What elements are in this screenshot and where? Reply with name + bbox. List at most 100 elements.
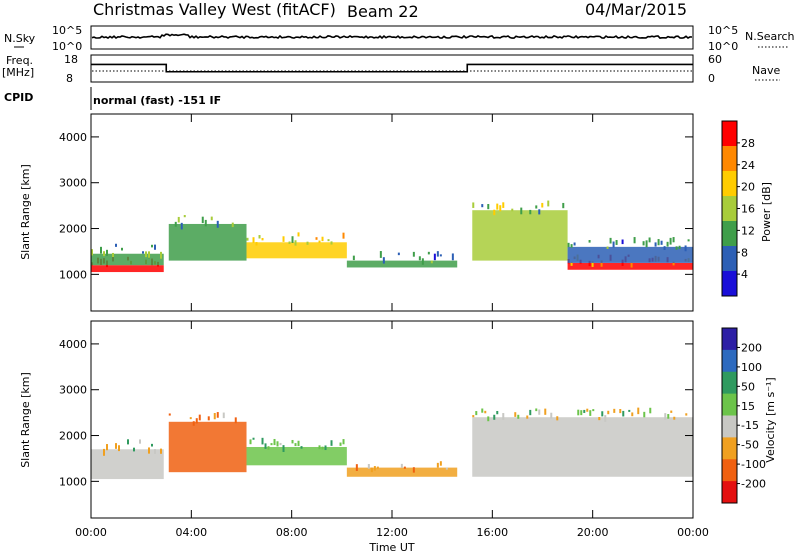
power-cell xyxy=(481,204,484,208)
power-cell xyxy=(427,251,430,255)
velocity-colorbar-tick-label: 50 xyxy=(741,380,755,393)
power-cell xyxy=(177,216,180,223)
y-tick-label: 4000 xyxy=(59,131,87,144)
power-cell xyxy=(433,253,436,261)
velocity-colorbar-tick-label: 100 xyxy=(741,361,762,374)
power-cell xyxy=(529,209,532,215)
y-tick-label: 3000 xyxy=(59,177,87,190)
power-cell xyxy=(294,240,297,246)
power-colorbar-swatch xyxy=(722,171,737,197)
power-cell xyxy=(201,216,204,224)
velocity-cell xyxy=(192,421,195,426)
velocity-cell xyxy=(127,439,129,445)
velocity-cell xyxy=(550,412,553,419)
power-cell xyxy=(297,232,300,237)
x-axis-ticks: 00:00 04:00 08:00 12:00 16:00 20:00 00:00 xyxy=(75,114,709,539)
velocity-cell xyxy=(324,445,327,451)
velocity-cell xyxy=(148,447,150,454)
power-cell xyxy=(379,251,382,258)
power-band-4 xyxy=(346,260,458,268)
power-cell xyxy=(183,215,186,218)
power-cell xyxy=(151,244,153,248)
power-cell xyxy=(91,249,93,256)
x-tick-label: 08:00 xyxy=(276,526,308,539)
power-band-5 xyxy=(472,210,568,261)
power-colorbar-tick-label: 20 xyxy=(741,181,755,194)
velocity-cell xyxy=(496,410,499,415)
power-cell xyxy=(142,251,144,254)
velocity-cell xyxy=(273,438,276,446)
power-cell xyxy=(654,242,657,247)
power-cell xyxy=(573,242,576,246)
power-cell xyxy=(570,244,573,248)
power-cell xyxy=(502,202,505,208)
power-cell xyxy=(499,205,502,212)
power-cell xyxy=(255,242,258,246)
freq-label-line1: Freq. xyxy=(6,54,33,67)
power-cell xyxy=(684,245,687,252)
power-cell xyxy=(160,251,162,259)
velocity-colorbar-swatch xyxy=(722,393,737,416)
power-cell xyxy=(678,245,681,249)
velocity-cell xyxy=(514,412,517,417)
velocity-colorbar-swatch xyxy=(722,459,737,482)
velocity-cell xyxy=(115,443,117,449)
velocity-cell xyxy=(294,443,297,447)
velocity-cell xyxy=(376,466,379,469)
velocity-cell xyxy=(222,412,225,419)
power-band-0 xyxy=(91,265,164,273)
velocity-colorbar-tick-label: -100 xyxy=(741,458,766,471)
power-cell xyxy=(258,235,261,239)
velocity-cell xyxy=(106,444,108,451)
velocity-cell xyxy=(583,409,586,413)
velocity-cell xyxy=(436,462,439,468)
velocity-cell xyxy=(643,411,646,418)
velocity-cell xyxy=(535,408,538,412)
velocity-cell xyxy=(252,437,255,440)
power-colorbar-label: Power [dB] xyxy=(760,182,773,242)
power-panel-frame xyxy=(90,113,694,312)
velocity-cell xyxy=(622,410,625,417)
power-colorbar-swatch xyxy=(722,196,737,222)
velocity-colorbar-tick-label: 200 xyxy=(741,341,762,354)
power-cell xyxy=(675,246,678,250)
power-cell xyxy=(687,239,690,242)
power-cell xyxy=(588,240,591,243)
velocity-cell xyxy=(472,415,475,418)
velocity-cell xyxy=(517,414,520,419)
power-ylabel: Slant Range [km] xyxy=(19,164,32,260)
power-cell xyxy=(430,260,433,264)
velocity-cell xyxy=(577,409,580,416)
velocity-cell xyxy=(502,413,505,420)
power-cell xyxy=(115,243,117,247)
velocity-cell xyxy=(592,409,595,412)
sky-noise-line xyxy=(91,33,693,40)
power-cell xyxy=(493,209,496,216)
velocity-cell xyxy=(673,416,676,420)
velocity-ylabel: Slant Range [km] xyxy=(19,372,32,468)
velocity-cell xyxy=(291,439,294,444)
velocity-cell xyxy=(279,442,282,446)
power-cell xyxy=(382,257,385,264)
x-tick-label: 20:00 xyxy=(577,526,609,539)
velocity-colorbar-swatch xyxy=(722,481,737,504)
sky-tick-bottom: 10^0 xyxy=(52,40,82,53)
velocity-colorbar-tick-label: -15 xyxy=(741,419,759,432)
velocity-cell xyxy=(667,414,670,419)
velocity-cell xyxy=(216,412,219,418)
power-cell xyxy=(412,251,415,257)
velocity-cell xyxy=(151,443,153,447)
x-tick-label: 12:00 xyxy=(376,526,408,539)
power-band-3 xyxy=(246,242,347,259)
power-cell xyxy=(642,241,645,246)
velocity-cell xyxy=(526,415,529,419)
power-cell xyxy=(330,241,333,245)
power-axes: 1000 2000 3000 4000 xyxy=(59,131,693,281)
freq-panel-frame xyxy=(90,54,694,83)
power-cell xyxy=(321,236,324,242)
power-cell xyxy=(148,251,150,258)
power-cell xyxy=(600,260,603,267)
power-colorbar-tick-label: 24 xyxy=(741,159,755,172)
power-cell xyxy=(487,204,490,210)
power-cell xyxy=(630,262,633,268)
